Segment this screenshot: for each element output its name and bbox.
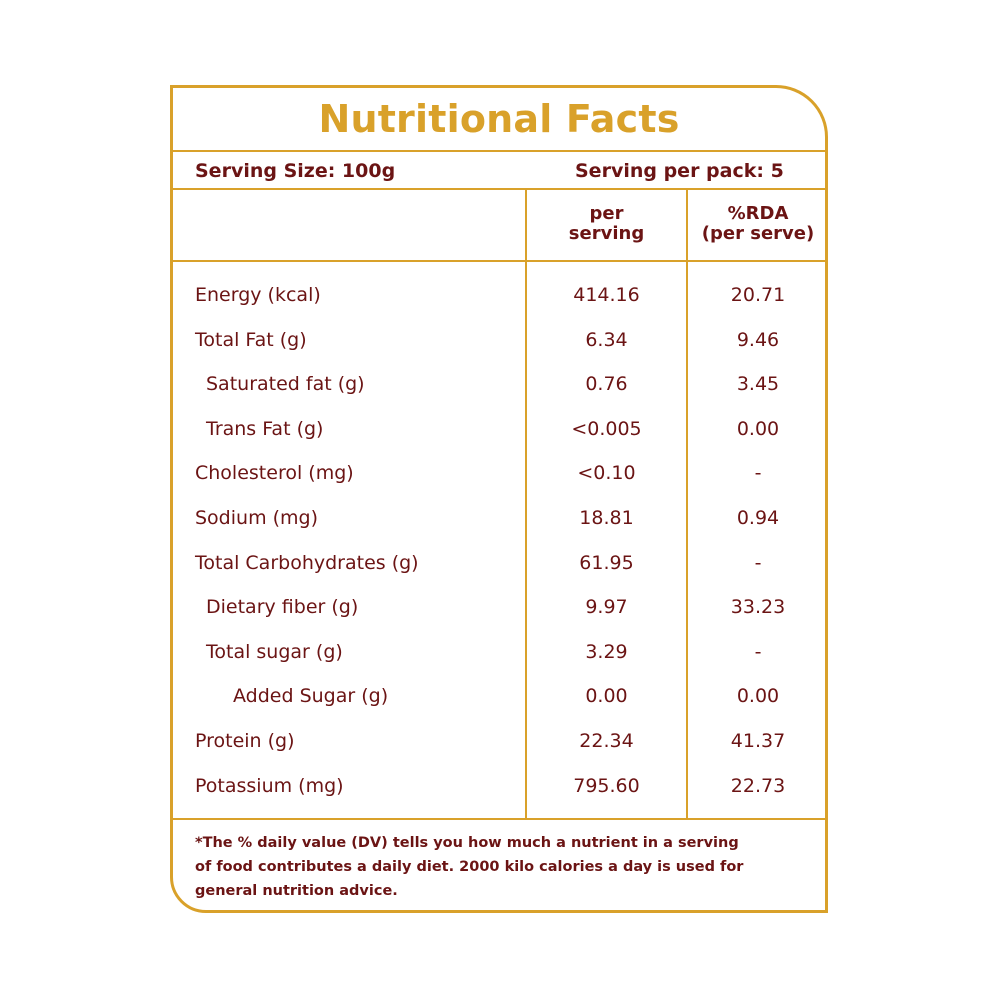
rda-value: 9.46 [736,328,780,351]
nutrient-row: Saturated fat (g) 0.76 3.45 [173,367,825,412]
nutrient-name: Energy (kcal) [195,284,321,306]
rda-value: 0.94 [736,506,780,529]
footnote-divider [173,818,825,820]
nutrient-row: Cholesterol (mg) <0.10 - [173,456,825,501]
rda-header: %RDA (per serve) [688,204,828,244]
nutrient-row: Potassium (mg) 795.60 22.73 [173,769,825,814]
per-serving-header-line1: per [589,203,624,224]
column-divider-1 [525,190,527,818]
nutrient-row: Added Sugar (g) 0.00 0.00 [173,679,825,724]
rda-value: 20.71 [730,284,786,306]
footnote-line3: general nutrition advice. [195,883,398,899]
rda-header-line2: (per serve) [701,223,815,244]
per-serving-header: per serving [527,204,686,244]
per-serving-value: 0.00 [585,685,628,708]
per-serving-value: <0.005 [571,417,642,440]
nutrient-row: Trans Fat (g) <0.005 0.00 [173,412,825,457]
rda-value: - [754,551,762,574]
nutrient-name: Cholesterol (mg) [195,462,354,485]
panel-title: Nutritional Facts [318,97,680,141]
per-serving-value: 22.34 [579,729,634,752]
per-serving-value: 6.34 [585,328,628,351]
footnote: *The % daily value (DV) tells you how mu… [195,831,795,903]
nutrient-name: Potassium (mg) [195,774,344,797]
per-serving-value: 61.95 [579,551,634,574]
column-divider-2 [686,190,688,818]
per-serving-value: 9.97 [585,596,628,619]
rda-value: 0.00 [736,685,780,708]
rda-value: 22.73 [730,774,786,797]
nutrient-name: Total Carbohydrates (g) [195,551,419,574]
nutrient-row: Total Fat (g) 6.34 9.46 [173,323,825,368]
per-serving-value: 3.29 [585,640,628,663]
per-serving-value: 414.16 [573,284,640,306]
nutrient-row: Dietary fiber (g) 9.97 33.23 [173,590,825,635]
nutrient-name: Saturated fat (g) [206,373,365,396]
nutrient-row: Energy (kcal) 414.16 20.71 [173,278,825,323]
rda-value: 41.37 [730,729,786,752]
rda-value: 0.00 [736,417,780,440]
rda-header-line1: %RDA [727,203,789,224]
rda-value: - [754,640,762,663]
rda-value: 3.45 [736,373,780,396]
column-header-row: per serving %RDA (per serve) [173,190,825,262]
footnote-line2: of food contributes a daily diet. 2000 k… [195,859,744,875]
nutrient-name: Total Fat (g) [195,328,307,351]
nutrient-name: Trans Fat (g) [206,417,324,440]
nutrient-row: Protein (g) 22.34 41.37 [173,724,825,769]
nutrient-name: Sodium (mg) [195,506,319,529]
per-serving-value: <0.10 [577,462,636,485]
nutrient-rows: Energy (kcal) 414.16 20.71 Total Fat (g) 6.3… [173,278,825,813]
serving-size: Serving Size: 100g [195,160,396,182]
nutrient-name: Protein (g) [195,729,295,752]
nutrition-facts-panel: Nutritional Facts Serving Size: 100g Ser… [170,85,828,913]
serving-per-pack: Serving per pack: 5 [575,160,784,182]
per-serving-value: 795.60 [573,774,640,797]
nutrient-name: Total sugar (g) [206,640,343,663]
per-serving-value: 18.81 [579,506,634,529]
rda-value: - [754,462,762,485]
footnote-line1: *The % daily value (DV) tells you how mu… [195,835,739,851]
nutrient-row: Total Carbohydrates (g) 61.95 - [173,546,825,591]
rda-value: 33.23 [730,596,786,619]
nutrient-name: Dietary fiber (g) [206,596,359,619]
per-serving-header-line2: serving [568,223,645,244]
serving-info-row: Serving Size: 100g Serving per pack: 5 [173,150,825,190]
nutrient-row: Total sugar (g) 3.29 - [173,635,825,680]
nutrient-name: Added Sugar (g) [233,685,389,708]
nutrient-row: Sodium (mg) 18.81 0.94 [173,501,825,546]
per-serving-value: 0.76 [585,373,628,396]
